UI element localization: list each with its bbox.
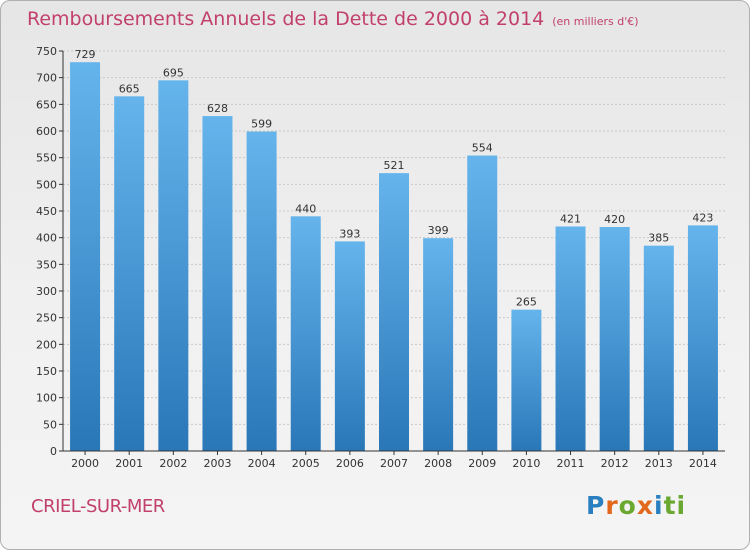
x-tick-label: 2014 (689, 457, 717, 470)
data-label: 385 (648, 232, 669, 245)
data-label: 628 (207, 102, 228, 115)
x-tick-label: 2002 (159, 457, 187, 470)
logo-letter: i (654, 491, 664, 520)
x-tick-label: 2011 (557, 457, 585, 470)
x-tick-label: 2009 (468, 457, 496, 470)
bars: 729 665 695 628 599 440 393 521 399 554 265 421 420 3… (70, 48, 718, 452)
data-label: 554 (472, 142, 493, 155)
data-label: 423 (692, 211, 713, 224)
bar (290, 216, 321, 451)
y-tick-label: 400 (36, 232, 57, 245)
data-label: 399 (428, 224, 449, 237)
y-tick-label: 600 (36, 125, 57, 138)
x-tick-label: 2006 (336, 457, 364, 470)
y-tick-label: 0 (50, 445, 57, 458)
y-tick-label: 650 (36, 98, 57, 111)
y-tick-label: 550 (36, 152, 57, 165)
data-label: 665 (119, 82, 140, 95)
logo-letter: P (586, 491, 606, 520)
data-label: 265 (516, 296, 537, 309)
data-label: 420 (604, 213, 625, 226)
bar (423, 238, 454, 451)
y-tick-label: 450 (36, 205, 57, 218)
y-tick-label: 300 (36, 285, 57, 298)
x-tick-label: 2012 (601, 457, 629, 470)
data-label: 393 (339, 227, 360, 240)
x-tick-label: 2007 (380, 457, 408, 470)
commune-name: CRIEL-SUR-MER (31, 496, 165, 517)
data-label: 599 (251, 118, 272, 131)
logo-letter: x (636, 491, 654, 520)
chart-title: Remboursements Annuels de la Dette de 20… (27, 8, 639, 30)
data-label: 521 (384, 159, 405, 172)
y-tick-label: 350 (36, 258, 57, 271)
y-tick-label: 700 (36, 72, 57, 85)
x-tick-label: 2003 (203, 457, 231, 470)
y-tick-label: 500 (36, 178, 57, 191)
bar (599, 227, 630, 451)
x-tick-label: 2010 (512, 457, 540, 470)
y-tick-label: 200 (36, 338, 57, 351)
bar (70, 62, 101, 451)
unit-label: (en milliers d'€) (552, 15, 639, 28)
x-tick-label: 2004 (248, 457, 276, 470)
bar (246, 131, 277, 452)
logo-letter: r (605, 491, 619, 520)
y-tick-label: 100 (36, 392, 57, 405)
bar (379, 173, 409, 451)
bar (114, 96, 145, 451)
logo-letter: o (618, 491, 637, 520)
x-tick-label: 2000 (71, 457, 99, 470)
bar (334, 241, 365, 451)
data-label: 440 (295, 202, 316, 215)
y-tick-label: 750 (36, 45, 57, 58)
bar (687, 225, 718, 451)
logo-letter: t (663, 491, 677, 520)
bar (202, 116, 233, 452)
y-tick-label: 250 (36, 312, 57, 325)
bar (555, 226, 586, 451)
bar (643, 245, 674, 451)
x-tick-label: 2001 (115, 457, 143, 470)
y-tick-label: 50 (43, 418, 57, 431)
x-tick-label: 2013 (645, 457, 673, 470)
x-tick-label: 2005 (292, 457, 320, 470)
data-label: 729 (75, 48, 96, 61)
logo-letter: i (676, 491, 687, 520)
x-tick-label: 2008 (424, 457, 452, 470)
y-tick-label: 150 (36, 365, 57, 378)
bar (467, 155, 498, 452)
data-label: 695 (163, 66, 184, 79)
title-text: Remboursements Annuels de la Dette de 20… (27, 8, 545, 30)
data-label: 421 (560, 212, 581, 225)
bar (158, 80, 189, 451)
bar (511, 309, 542, 451)
proxiti-logo: Proxiti (586, 491, 686, 520)
axes: 0 50 100 150 200 250 300 350 400 450 500 550 600 650 7… (36, 45, 725, 470)
